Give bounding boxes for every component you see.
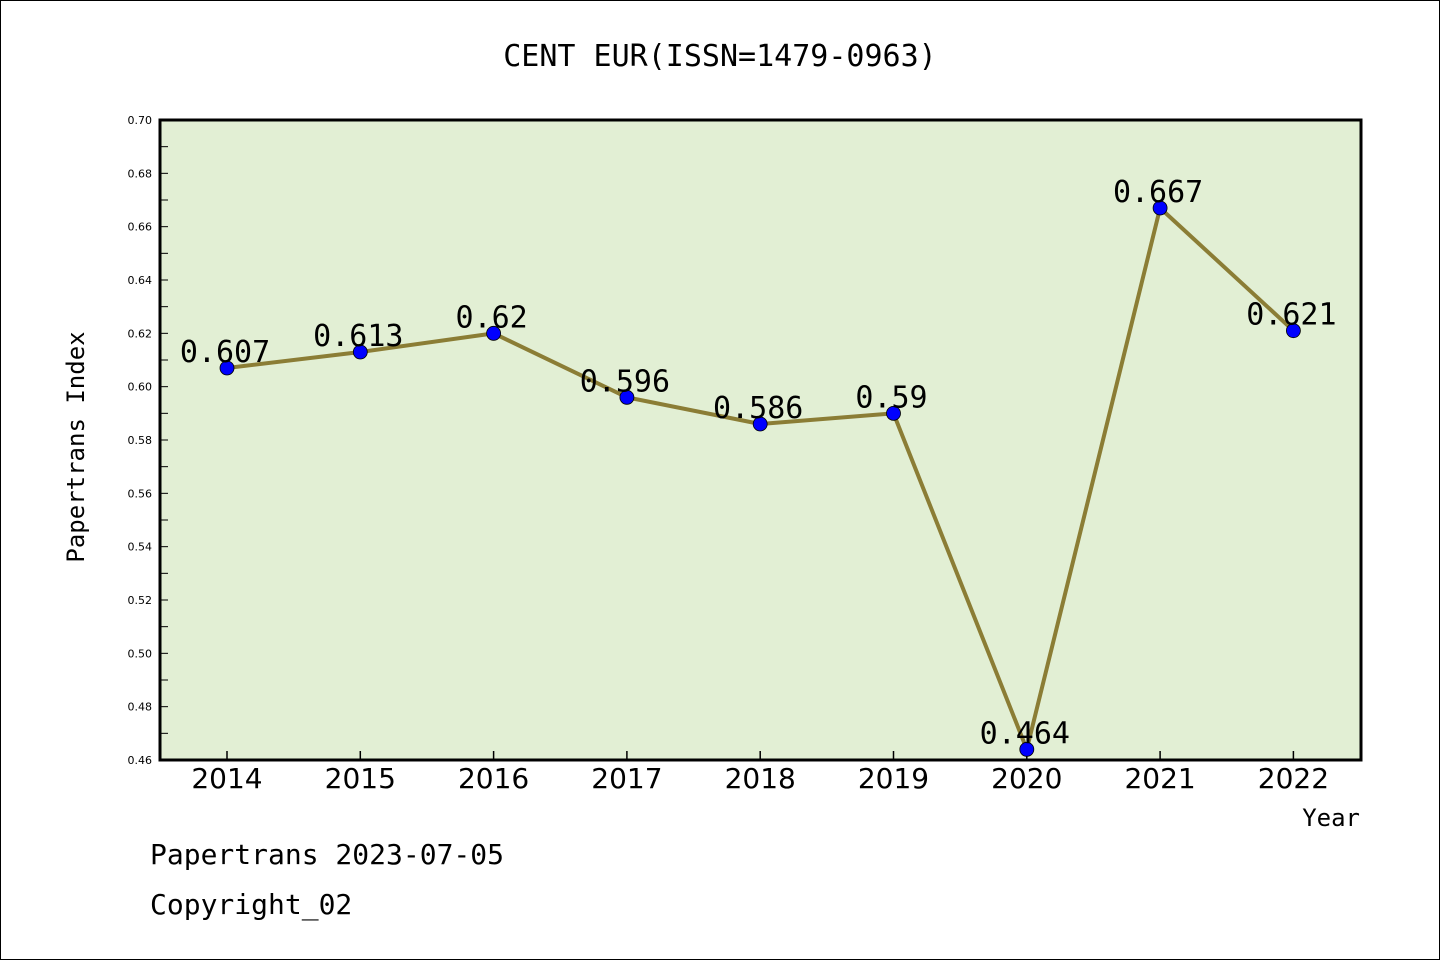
x-tick-label: 2022 (1258, 762, 1329, 795)
data-point (352, 344, 368, 360)
x-tick-label: 2016 (458, 762, 529, 795)
chart-title: CENT EUR(ISSN=1479-0963) (503, 39, 936, 74)
y-tick-label: 0.66 (128, 221, 153, 234)
data-point (886, 405, 901, 421)
data-label: 0.62 (455, 300, 527, 335)
data-label: 0.621 (1246, 298, 1336, 333)
x-tick-label: 2019 (858, 762, 929, 795)
data-point (1286, 323, 1301, 339)
data-label: 0.59 (855, 380, 927, 415)
data-point (1152, 200, 1168, 216)
data-point (219, 360, 235, 376)
data-point (619, 389, 635, 405)
data-points (219, 200, 1301, 757)
y-tick-label: 0.46 (128, 754, 153, 767)
x-tick-label: 2020 (991, 762, 1062, 795)
data-label: 0.613 (313, 319, 403, 354)
x-tick-label: 2017 (591, 762, 662, 795)
y-tick-label: 0.56 (128, 487, 153, 500)
data-point (1019, 741, 1035, 757)
x-axis-label: Year (1302, 804, 1360, 832)
data-labels: 0.607 0.613 0.62 0.596 0.586 0.59 0.464 0.667 0.… (180, 175, 1337, 751)
plot-area (158, 118, 1363, 762)
y-tick-label: 0.48 (128, 701, 153, 714)
y-axis: 0.46 0.48 0.50 0.52 0.54 0.56 0.58 0.60 0.62 0.64… (128, 114, 168, 767)
data-label: 0.586 (713, 391, 803, 426)
data-point (752, 416, 768, 432)
y-tick-label: 0.54 (128, 541, 153, 554)
y-tick-label: 0.64 (128, 274, 153, 287)
y-tick-label: 0.60 (128, 381, 153, 394)
x-tick-label: 2021 (1124, 762, 1195, 795)
data-label: 0.607 (180, 335, 270, 370)
y-tick-label: 0.58 (128, 434, 153, 447)
footer-copyright: Copyright_02 (150, 888, 352, 922)
x-axis: 2014 2015 2016 2017 2018 2019 2020 2021 2022 (191, 751, 1329, 795)
x-tick-label: 2015 (325, 762, 396, 795)
y-tick-label: 0.52 (128, 594, 153, 607)
data-label: 0.464 (980, 716, 1070, 751)
data-point (486, 325, 502, 341)
y-axis-label: Papertrans Index (62, 331, 90, 562)
x-tick-label: 2014 (191, 762, 262, 795)
x-tick-label: 2018 (725, 762, 796, 795)
y-tick-label: 0.68 (128, 167, 153, 180)
y-tick-label: 0.50 (128, 647, 153, 660)
y-tick-label: 0.70 (128, 114, 153, 127)
footer-date: Papertrans 2023-07-05 (150, 838, 504, 871)
y-tick-label: 0.62 (128, 327, 153, 340)
data-label: 0.596 (580, 364, 670, 399)
data-label: 0.667 (1113, 175, 1203, 210)
